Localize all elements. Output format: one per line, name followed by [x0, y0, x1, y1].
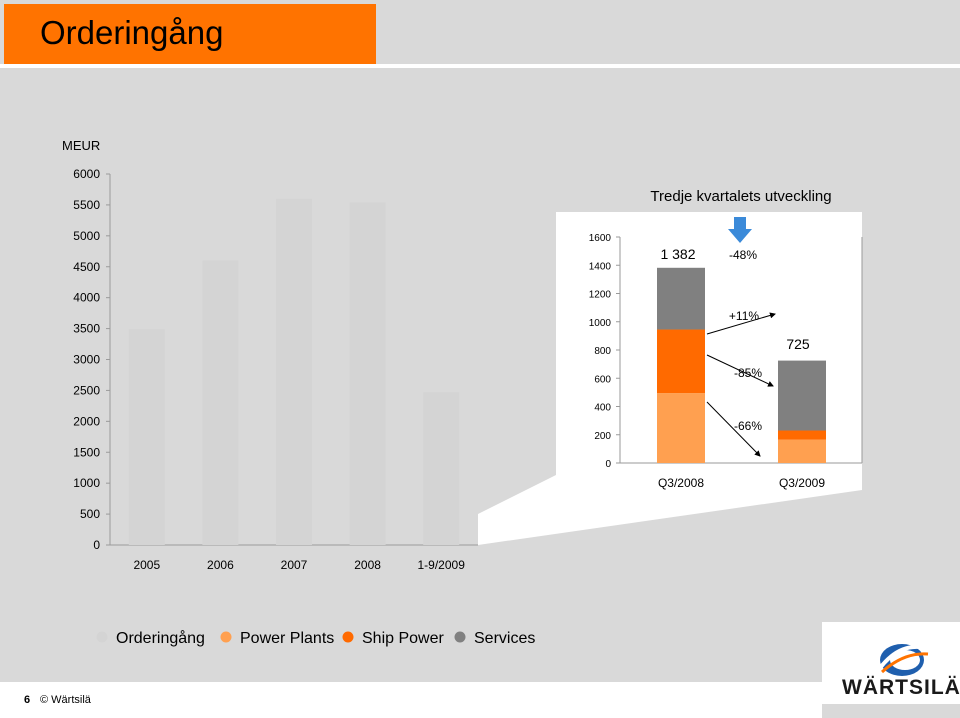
logo-area — [822, 622, 960, 704]
y-tick-label: 6000 — [73, 167, 100, 181]
legend: Orderingång Power Plants Ship Power Service… — [96, 629, 535, 647]
annotation-change-power-plants: -66% — [734, 419, 762, 433]
wartsila-logo-icon — [878, 644, 929, 676]
x-tick-label: 2007 — [281, 558, 308, 572]
y-axis-label: MEUR — [62, 138, 100, 153]
bar-Q3/2008-power-plants — [657, 393, 705, 463]
copyright: © Wärtsilä — [40, 694, 91, 706]
annotation-change-services: +11% — [729, 309, 759, 323]
bar-Q3/2009-power-plants — [778, 439, 826, 463]
inset-y-tick-label: 1600 — [589, 233, 612, 244]
y-tick-label: 2500 — [73, 383, 100, 397]
bar-2007 — [276, 198, 312, 545]
total-label-q3-2009: 725 — [786, 336, 810, 352]
legend-marker-power-plants — [220, 631, 232, 643]
inset-y-tick-label: 200 — [594, 431, 611, 442]
logo-text: WÄRTSILÄ — [842, 676, 960, 699]
y-tick-label: 5500 — [73, 198, 100, 212]
main-chart: MEUR 0 500 1000 1500 2000 2500 3000 3500 4000 4500… — [62, 138, 478, 572]
y-tick-label: 3500 — [73, 322, 100, 336]
inset-y-tick-label: 1200 — [589, 290, 612, 301]
y-tick-label: 1000 — [73, 476, 100, 490]
bar-Q3/2008-ship-power — [657, 329, 705, 394]
legend-marker-ship-power — [342, 631, 354, 643]
bar-2005 — [128, 329, 165, 545]
inset-y-tick-label: 1000 — [589, 318, 612, 329]
legend-label: Orderingång — [116, 629, 205, 647]
x-tick-label: 2005 — [133, 558, 160, 572]
inset-y-tick-label: 1400 — [589, 261, 612, 272]
x-tick-label: 2006 — [207, 558, 234, 572]
bar-2006 — [202, 260, 239, 545]
arrow-ship-power — [706, 354, 774, 387]
y-tick-label: 1500 — [73, 445, 100, 459]
inset-title: Tredje kvartalets utveckling — [650, 188, 831, 205]
inset-chart: Tredje kvartalets utveckling 0 200 400 600 80… — [589, 188, 863, 490]
annotation-change-total: -48% — [729, 248, 757, 262]
inset-y-tick-label: 800 — [594, 346, 611, 357]
annotation-change-ship-power: -85% — [734, 366, 762, 380]
x-tick-label: 2008 — [354, 558, 381, 572]
title-bar — [4, 4, 376, 64]
inset-x-tick-label: Q3/2008 — [658, 476, 704, 490]
inset-y-tick-label: 0 — [605, 459, 611, 470]
inset-x-tick-label: Q3/2009 — [779, 476, 825, 490]
bar-Q3/2009-services — [778, 360, 826, 431]
y-tick-label: 2000 — [73, 414, 100, 428]
arrow-services — [706, 312, 776, 335]
page-number: 6 — [24, 694, 31, 706]
inset-y-tick-label: 400 — [594, 403, 611, 414]
legend-marker-orderingång — [96, 631, 108, 643]
bar-2008 — [349, 202, 386, 545]
y-tick-label: 4000 — [73, 291, 100, 305]
legend-label: Power Plants — [240, 630, 334, 647]
y-tick-label: 3000 — [73, 353, 100, 367]
legend-label: Services — [474, 630, 535, 647]
bar-1-9/2009 — [423, 392, 460, 545]
arrow-power-plants — [706, 401, 761, 457]
y-tick-label: 0 — [93, 538, 100, 552]
footer — [0, 682, 822, 718]
legend-marker-services — [454, 631, 466, 643]
bar-Q3/2009-ship-power — [778, 430, 826, 440]
total-label-q3-2008: 1 382 — [660, 246, 695, 262]
down-arrow-icon — [728, 217, 752, 243]
bar-Q3/2008-services — [657, 267, 705, 330]
y-tick-label: 5000 — [73, 229, 100, 243]
x-tick-label: 1-9/2009 — [418, 558, 466, 572]
y-tick-label: 500 — [80, 507, 100, 521]
legend-label: Ship Power — [362, 630, 444, 647]
inset-y-tick-label: 600 — [594, 374, 611, 385]
y-tick-label: 4500 — [73, 260, 100, 274]
title-divider — [0, 64, 960, 68]
page-title: Orderingång — [40, 14, 224, 51]
